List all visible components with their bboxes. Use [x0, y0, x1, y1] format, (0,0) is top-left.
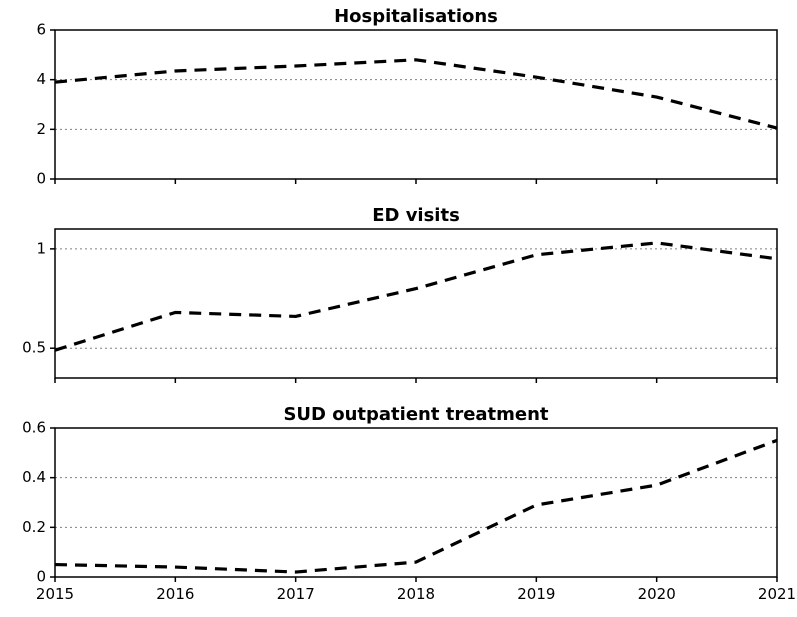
y-tick-label: 2	[36, 120, 46, 138]
y-tick-label: 0.2	[22, 518, 46, 536]
axes-frame	[55, 30, 777, 179]
y-tick-label: 1	[36, 239, 46, 257]
y-tick-label: 0.6	[22, 419, 46, 437]
x-tick-label: 2019	[517, 585, 555, 603]
panel-hospitalisations-title: Hospitalisations	[334, 6, 498, 27]
y-tick-label: 0	[36, 568, 46, 586]
series-line-ed-visits	[55, 243, 777, 350]
chart-svg: Hospitalisations 0 2 4 6 ED visits 0.5 1 SUD out…	[0, 0, 797, 617]
series-line-sud-outpatient	[55, 440, 777, 572]
panel-sud-outpatient-title: SUD outpatient treatment	[283, 404, 548, 425]
panel-hospitalisations: Hospitalisations 0 2 4 6	[36, 6, 777, 188]
panel-ed-visits-title: ED visits	[372, 205, 460, 226]
axes-frame	[55, 229, 777, 378]
series-line-hospitalisations	[55, 60, 777, 128]
x-tick-label: 2021	[758, 585, 796, 603]
x-tick-label: 2015	[36, 585, 74, 603]
y-tick-label: 0.4	[22, 468, 46, 486]
x-tick-label: 2018	[397, 585, 435, 603]
y-tick-label: 4	[36, 70, 46, 88]
x-tick-label: 2016	[156, 585, 194, 603]
y-tick-label: 0	[36, 170, 46, 188]
y-tick-label: 6	[36, 21, 46, 39]
x-tick-label: 2020	[638, 585, 676, 603]
panel-ed-visits: ED visits 0.5 1	[22, 205, 777, 383]
panel-sud-outpatient: SUD outpatient treatment 0 0.2 0.4 0.6 2015 20…	[22, 404, 796, 603]
axes-frame	[55, 428, 777, 577]
figure-root: Hospitalisations 0 2 4 6 ED visits 0.5 1 SUD out…	[0, 0, 797, 617]
x-tick-label: 2017	[277, 585, 315, 603]
y-tick-label: 0.5	[22, 339, 46, 357]
